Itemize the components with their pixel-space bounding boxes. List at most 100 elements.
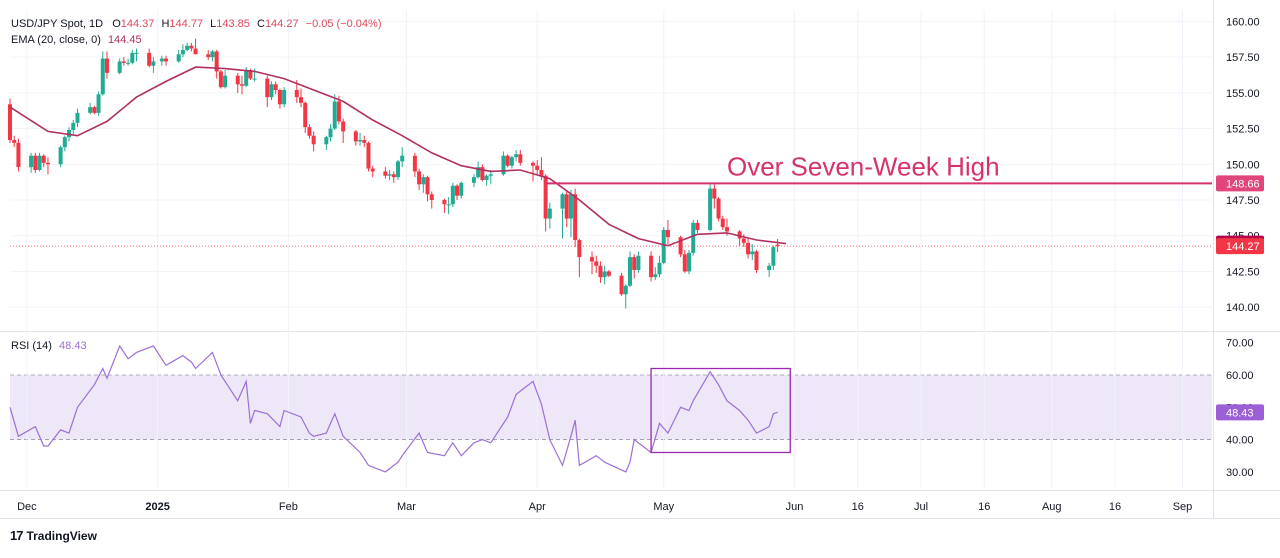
candle-body [577,240,582,258]
candle-body [8,104,12,140]
rsi-axis-tick: 70.00 [1226,338,1254,350]
candle-body [134,52,139,54]
rsi-axis-tick: 30.00 [1226,467,1254,479]
low-label: L [210,18,217,30]
candle-body [235,75,240,85]
time-axis-tick: Sep [1173,501,1193,513]
candle-body [560,194,565,209]
ema-label: EMA (20, close, 0) [11,34,101,46]
time-axis-tick: 16 [1109,501,1121,513]
candle-body [606,271,611,276]
candle-body [547,208,552,219]
candle-body [176,54,181,62]
rsi-badge [1216,404,1264,421]
candle-body [370,168,375,172]
price-axis-tick: 140.00 [1226,302,1260,314]
candle-body [737,231,742,239]
rsi-value: 48.43 [59,340,87,352]
candle-body [716,198,721,219]
candle-body [248,70,253,79]
candle-body [425,177,430,195]
rsi-axis-tick: 60.00 [1226,370,1254,382]
price-axis-tick: 150.00 [1226,159,1260,171]
candle-body [767,265,772,270]
open-label: O [112,18,121,30]
candle-body [476,167,481,178]
candle-body [509,157,514,166]
rsi-highlight-box [650,367,791,454]
candle-body [623,285,628,295]
time-axis-tick: Aug [1042,501,1062,513]
candle-body [147,52,152,66]
candle-body [366,142,371,169]
candle-body [151,61,156,66]
candle-body [636,255,641,270]
candle-body [185,45,190,50]
candle-body [303,102,308,128]
candle-body [480,167,485,180]
rsi-legend: RSI (14) 48.43 [11,339,87,353]
close-label: C [256,18,265,30]
candle-body [657,262,662,275]
candle-body [37,155,42,170]
time-axis-tick: 2025 [145,501,169,513]
candle-body [708,188,713,230]
candle-body [459,182,464,196]
price-axis-tick: 142.50 [1226,266,1260,278]
candle-body [265,78,270,98]
candle-body [417,171,422,185]
candle-body [33,155,38,170]
symbol-label: USD/JPY Spot, 1D [11,18,104,30]
candle-body [214,51,219,72]
high-value: 144.77 [169,18,204,30]
time-axis-tick: 16 [978,501,990,513]
candle-body [564,194,569,219]
rsi-badge-label: 48.43 [1226,407,1254,419]
candle-body [383,171,388,176]
tradingview-brand[interactable]: 17 TradingView [10,528,97,543]
candle-body [514,154,519,158]
candle-body [193,48,198,55]
candle-body [12,140,17,143]
candle-body [446,204,451,206]
candle-body [488,174,493,176]
candle-body [45,162,50,165]
candle-body [88,107,93,113]
price-axis-tick: 160.00 [1226,16,1260,28]
candle-body [619,275,624,295]
candle-body [92,107,97,113]
candle-body [277,90,282,105]
candle-body [358,140,363,142]
candle-body [126,62,131,64]
candle-body [400,155,405,162]
candle-body [665,230,670,238]
candle-body [396,161,401,178]
candle-body [336,101,341,122]
high-label: H [161,18,170,30]
candle-body [391,174,396,178]
time-axis-tick: Mar [397,501,416,513]
candle-body [244,70,249,86]
candle-body [543,175,548,219]
price-axis-tick: 155.00 [1226,88,1260,100]
price-axis-tick: 147.50 [1226,195,1260,207]
candle-body [720,218,725,228]
candle-body [455,185,460,196]
candle-body [421,177,426,185]
candle-body [307,127,312,136]
candle-body [117,61,122,73]
candle-body [96,94,101,113]
candle-body [218,71,223,88]
candle-body [58,147,63,165]
candle-body [535,165,540,170]
candle-body [712,188,717,199]
close-value: 144.27 [264,18,299,30]
candle-body [573,194,578,240]
candle-body [594,261,599,266]
candle-body [412,155,417,172]
candle-body [75,112,80,123]
candle-body [239,84,244,86]
time-axis-tick: Feb [279,501,298,513]
